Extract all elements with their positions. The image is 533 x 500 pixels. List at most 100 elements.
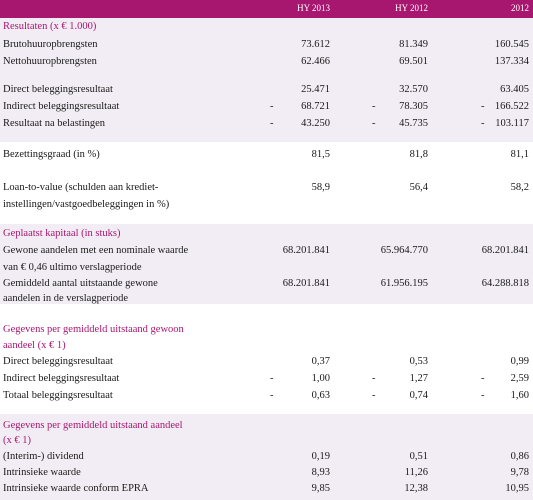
value-hy2012: 78.305: [399, 101, 428, 112]
value-hy2013: 43.250: [301, 118, 330, 129]
row-label: (Interim-) dividend: [3, 451, 84, 462]
value-hy2013: 0,63: [311, 390, 330, 401]
value-hy2012: 45.735: [399, 118, 428, 129]
row-label: Nettohuuropbrengsten: [3, 56, 97, 67]
table-row: Intrinsieke waarde 8,93 11,26 9,78: [0, 465, 533, 483]
value-hy2013: 0,37: [311, 356, 330, 367]
section-per-share-cont: (x € 1): [0, 433, 533, 451]
value-2012: 9,78: [510, 467, 529, 478]
value-hy2013: 0,19: [311, 451, 330, 462]
value-2012: 137.334: [494, 56, 529, 67]
value-hy2012: 0,51: [409, 451, 428, 462]
value-2012: 0,99: [510, 356, 529, 367]
section-title: aandeel (x € 1): [3, 340, 66, 351]
section-results: Resultaten (x € 1.000): [0, 19, 533, 37]
table-row: Intrinsieke waarde conform EPRA 9,85 12,…: [0, 481, 533, 499]
row-label: aandelen in de verslagperiode: [3, 293, 129, 304]
value-hy2012: 65.964.770: [380, 245, 428, 256]
section-capital: Geplaatst kapitaal (in stuks): [0, 226, 533, 244]
table-row-continuation: van € 0,46 ultimo verslagperiode: [0, 260, 533, 278]
table-row: Brutohuuropbrengsten 73.612 81.349 160.5…: [0, 37, 533, 55]
header-hy2013: HY 2013: [297, 3, 330, 13]
value-hy2012: 69.501: [399, 56, 428, 67]
value-hy2012: 81.349: [399, 39, 428, 50]
value-2012: 81,1: [510, 149, 529, 160]
value-hy2013: 68.201.841: [282, 278, 330, 289]
minus-sign: -: [372, 101, 376, 112]
row-label: Intrinsieke waarde: [3, 467, 81, 478]
table-row-continuation: instellingen/vastgoedbeleggingen in %): [0, 197, 533, 215]
value-hy2012: 56,4: [409, 182, 428, 193]
table-row: Direct beleggingsresultaat 0,37 0,53 0,9…: [0, 354, 533, 372]
section-title: (x € 1): [3, 435, 31, 446]
row-label: Direct beleggingsresultaat: [3, 356, 113, 367]
value-hy2013: 68.721: [301, 101, 330, 112]
value-2012: 2,59: [510, 373, 529, 384]
per-share-band: [0, 414, 533, 500]
value-2012: 1,60: [510, 390, 529, 401]
value-2012: 58,2: [510, 182, 529, 193]
value-hy2012: 11,26: [404, 467, 428, 478]
row-label: Indirect beleggingsresultaat: [3, 373, 120, 384]
section-per-ordinary-share: Gegevens per gemiddeld uitstaand gewoon: [0, 322, 533, 340]
value-hy2013: 81,5: [311, 149, 330, 160]
minus-sign: -: [481, 101, 485, 112]
row-label: instellingen/vastgoedbeleggingen in %): [3, 199, 170, 210]
minus-sign: -: [372, 118, 376, 129]
value-2012: 103.117: [495, 118, 529, 129]
row-label: Loan-to-value (schulden aan krediet-: [3, 182, 159, 193]
value-2012: 68.201.841: [481, 245, 529, 256]
value-2012: 63.405: [500, 84, 529, 95]
value-hy2013: 1,00: [311, 373, 330, 384]
value-2012: 166.522: [494, 101, 529, 112]
section-per-ordinary-share-cont: aandeel (x € 1): [0, 338, 533, 356]
section-title: Geplaatst kapitaal (in stuks): [3, 228, 121, 239]
minus-sign: -: [270, 373, 274, 384]
table-row: Indirect beleggingsresultaat - 68.721 - …: [0, 99, 533, 117]
minus-sign: -: [481, 118, 485, 129]
row-label: Bezettingsgraad (in %): [3, 149, 100, 160]
value-hy2012: 0,53: [409, 356, 428, 367]
capital-band: [0, 224, 533, 304]
value-hy2013: 58,9: [311, 182, 330, 193]
header-hy2012: HY 2012: [395, 3, 428, 13]
minus-sign: -: [481, 390, 485, 401]
minus-sign: -: [481, 373, 485, 384]
minus-sign: -: [270, 390, 274, 401]
value-hy2013: 62.466: [301, 56, 330, 67]
row-label: Indirect beleggingsresultaat: [3, 101, 120, 112]
row-label: Resultaat na belastingen: [3, 118, 106, 129]
results-band: [0, 18, 533, 142]
table-row: Indirect beleggingsresultaat - 1,00 - 1,…: [0, 371, 533, 389]
value-2012: 64.288.818: [481, 278, 529, 289]
value-hy2012: 81,8: [409, 149, 428, 160]
row-label: Direct beleggingsresultaat: [3, 84, 113, 95]
table-row: Bezettingsgraad (in %) 81,5 81,8 81,1: [0, 147, 533, 165]
row-label: Totaal beleggingsresultaat: [3, 390, 113, 401]
value-hy2012: 61.956.195: [380, 278, 428, 289]
table-row: Gewone aandelen met een nominale waarde …: [0, 243, 533, 261]
value-hy2012: 12,38: [404, 483, 428, 494]
table-row: Totaal beleggingsresultaat - 0,63 - 0,74…: [0, 388, 533, 406]
table-row: Gemiddeld aantal uitstaande gewone 68.20…: [0, 276, 533, 294]
table-row: (Interim-) dividend 0,19 0,51 0,86: [0, 449, 533, 467]
value-2012: 0,86: [510, 451, 529, 462]
value-hy2013: 9,85: [311, 483, 330, 494]
value-hy2013: 25.471: [301, 84, 330, 95]
value-hy2013: 73.612: [301, 39, 330, 50]
table-row: Direct beleggingsresultaat 25.471 32.570…: [0, 82, 533, 100]
minus-sign: -: [372, 390, 376, 401]
value-hy2013: 68.201.841: [282, 245, 330, 256]
row-label: Brutohuuropbrengsten: [3, 39, 98, 50]
table-row: Resultaat na belastingen - 43.250 - 45.7…: [0, 116, 533, 134]
minus-sign: -: [270, 118, 274, 129]
value-hy2012: 1,27: [409, 373, 428, 384]
minus-sign: -: [372, 373, 376, 384]
row-label: Gewone aandelen met een nominale waarde: [3, 245, 189, 256]
value-hy2013: 8,93: [311, 467, 330, 478]
section-per-share: Gegevens per gemiddeld uitstaand aandeel: [0, 418, 533, 436]
value-2012: 10,95: [505, 483, 529, 494]
row-label: Intrinsieke waarde conform EPRA: [3, 483, 149, 494]
table-row: Nettohuuropbrengsten 62.466 69.501 137.3…: [0, 54, 533, 72]
value-hy2012: 0,74: [409, 390, 428, 401]
